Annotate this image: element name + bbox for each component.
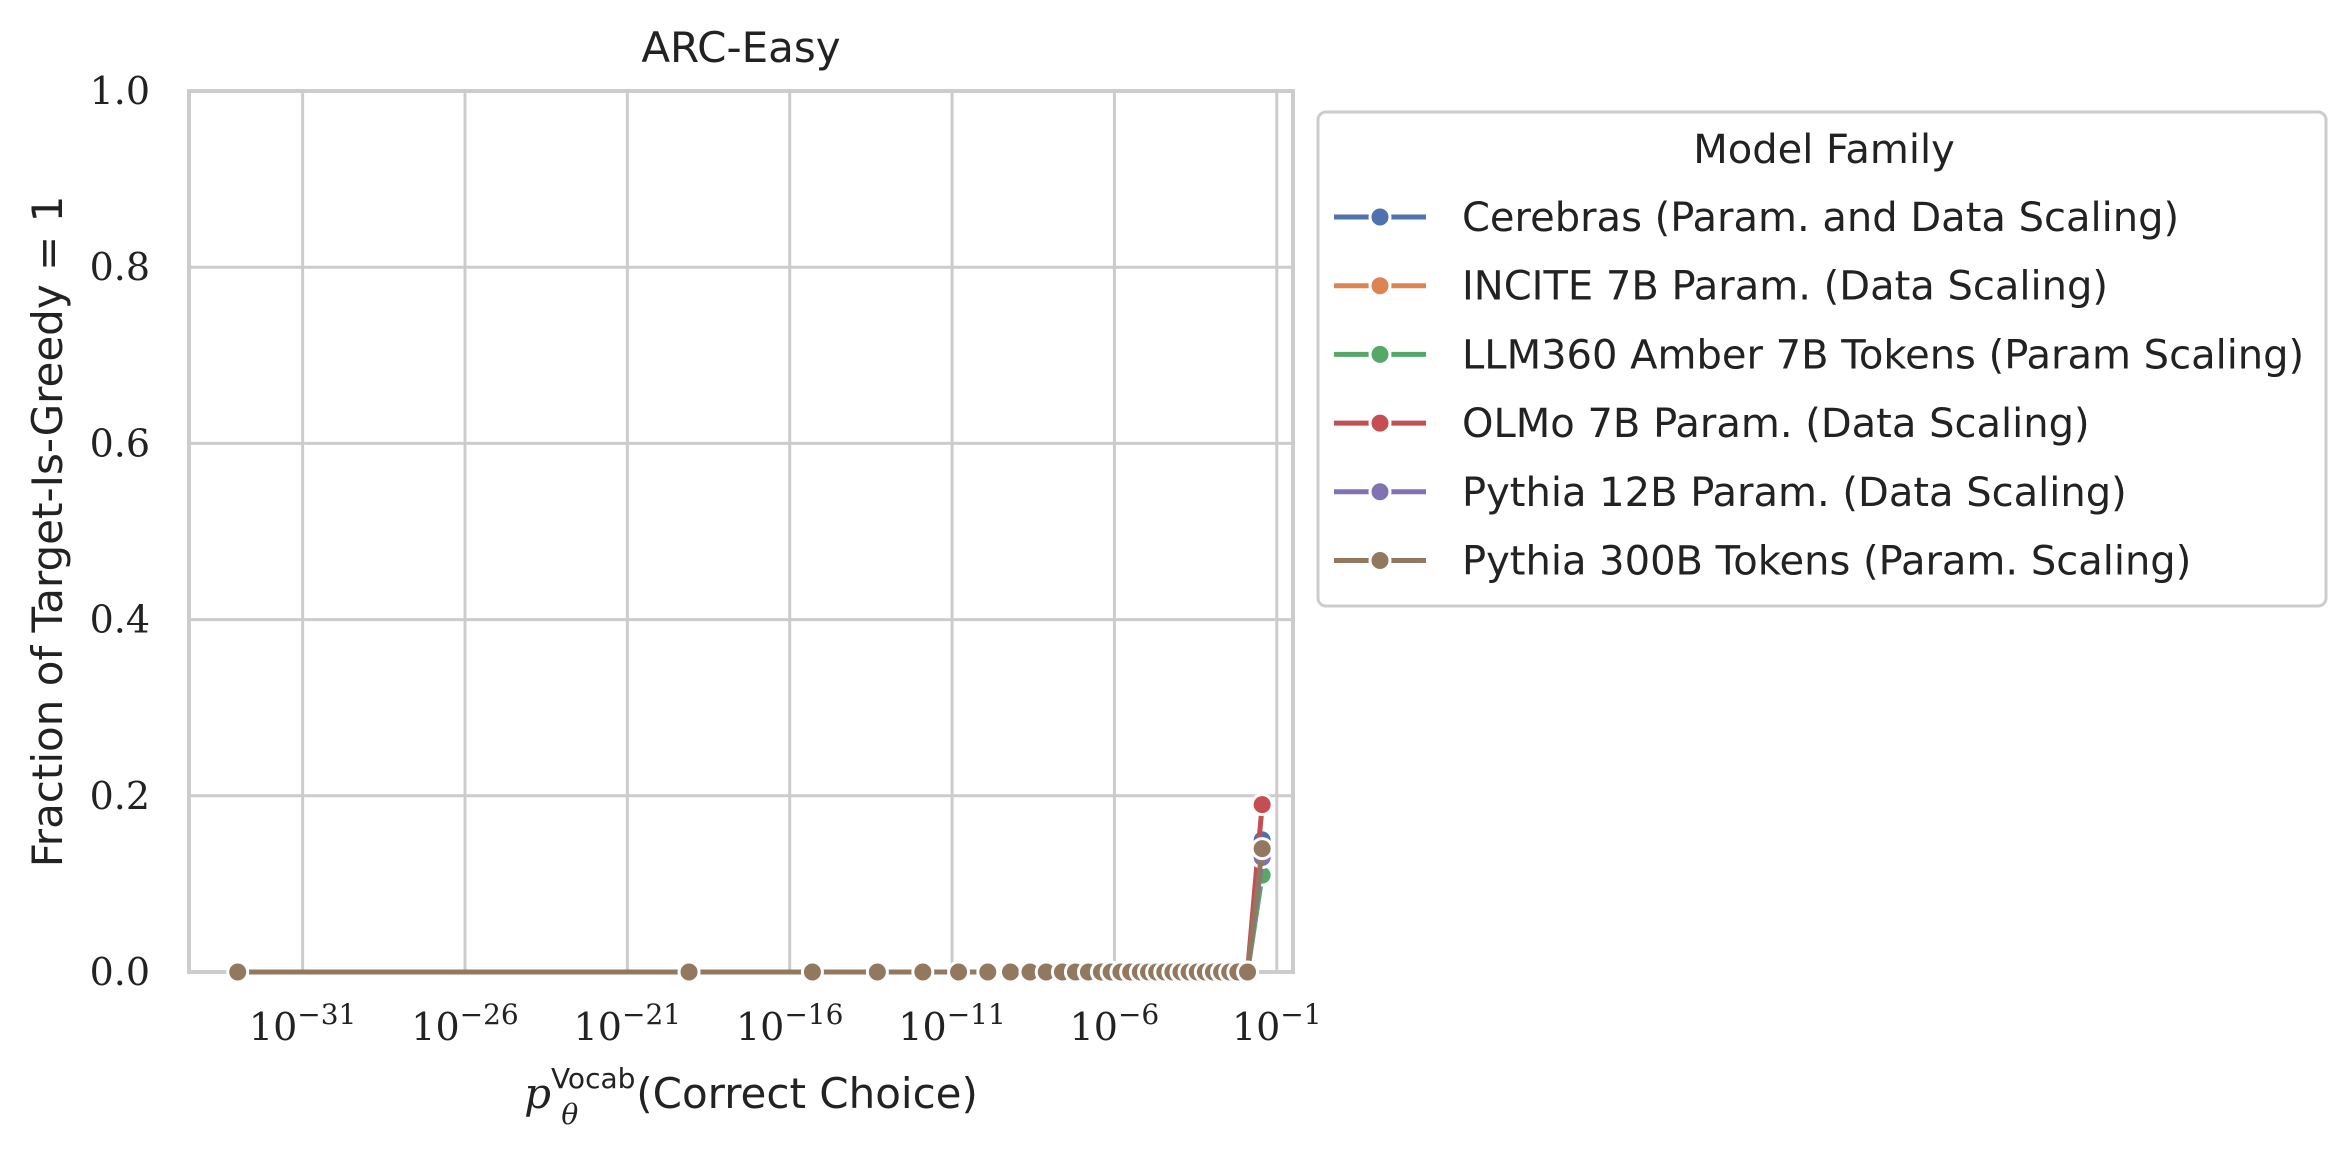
legend-marker (1368, 342, 1392, 366)
legend-label: OLMo 7B Param. (Data Scaling) (1462, 401, 2090, 447)
y-tick-label: 0.2 (90, 774, 150, 818)
data-point (800, 960, 824, 984)
data-point (1236, 960, 1260, 984)
y-tick-label: 0.0 (90, 950, 150, 994)
y-tick-label: 0.6 (90, 421, 150, 465)
legend-label: Cerebras (Param. and Data Scaling) (1462, 195, 2179, 241)
data-point (1250, 793, 1274, 817)
chart-title: ARC-Easy (641, 23, 840, 72)
series-6 (226, 837, 1274, 984)
x-tick-label: 10−31 (249, 998, 356, 1049)
x-axis-label: pVocab θ (Correct Choice) (524, 1062, 978, 1131)
data-point (911, 960, 935, 984)
y-tick-label: 0.4 (90, 598, 150, 642)
x-tick-label: 10−16 (736, 998, 843, 1049)
legend-label: Pythia 300B Tokens (Param. Scaling) (1462, 539, 2191, 585)
legend-marker (1368, 480, 1392, 504)
legend-item: Cerebras (Param. and Data Scaling) (1334, 195, 2179, 241)
y-tick-label: 0.8 (90, 245, 150, 289)
x-tick-label: 10−1 (1232, 998, 1322, 1049)
data-point (865, 960, 889, 984)
legend-marker (1368, 205, 1392, 229)
series-4 (1236, 793, 1274, 984)
y-axis-label: Fraction of Target-Is-Greedy = 1 (23, 196, 72, 868)
grid-lines (189, 89, 1293, 974)
legend-marker (1368, 549, 1392, 572)
data-point (976, 960, 1000, 984)
legend-label: INCITE 7B Param. (Data Scaling) (1462, 264, 2108, 310)
legend-item: Pythia 12B Param. (Data Scaling) (1334, 470, 2127, 516)
legend-item: Pythia 300B Tokens (Param. Scaling) (1334, 539, 2191, 585)
legend-label: LLM360 Amber 7B Tokens (Param Scaling) (1462, 332, 2304, 378)
legend-item: LLM360 Amber 7B Tokens (Param Scaling) (1334, 332, 2304, 378)
legend: Model Family Cerebras (Param. and Data Sc… (1316, 110, 2328, 608)
data-point (226, 960, 250, 984)
legend-item: INCITE 7B Param. (Data Scaling) (1334, 264, 2108, 310)
legend-marker (1368, 274, 1392, 298)
data-point (947, 960, 971, 984)
data-point (999, 960, 1023, 984)
x-tick-label: 10−26 (411, 998, 518, 1049)
x-tick-label: 10−21 (574, 998, 681, 1049)
legend-item: OLMo 7B Param. (Data Scaling) (1334, 401, 2090, 447)
data-point (677, 960, 701, 984)
series-line (237, 848, 1265, 975)
x-tick-label: 10−11 (898, 998, 1005, 1049)
legend-title: Model Family (1693, 127, 1955, 173)
plot-frame (187, 89, 1295, 974)
legend-label: Pythia 12B Param. (Data Scaling) (1462, 470, 2127, 516)
y-tick-label: 1.0 (90, 69, 150, 113)
data-point (1250, 837, 1274, 861)
legend-box (1316, 110, 2328, 608)
legend-marker (1368, 411, 1392, 435)
x-tick-label: 10−6 (1070, 998, 1160, 1049)
